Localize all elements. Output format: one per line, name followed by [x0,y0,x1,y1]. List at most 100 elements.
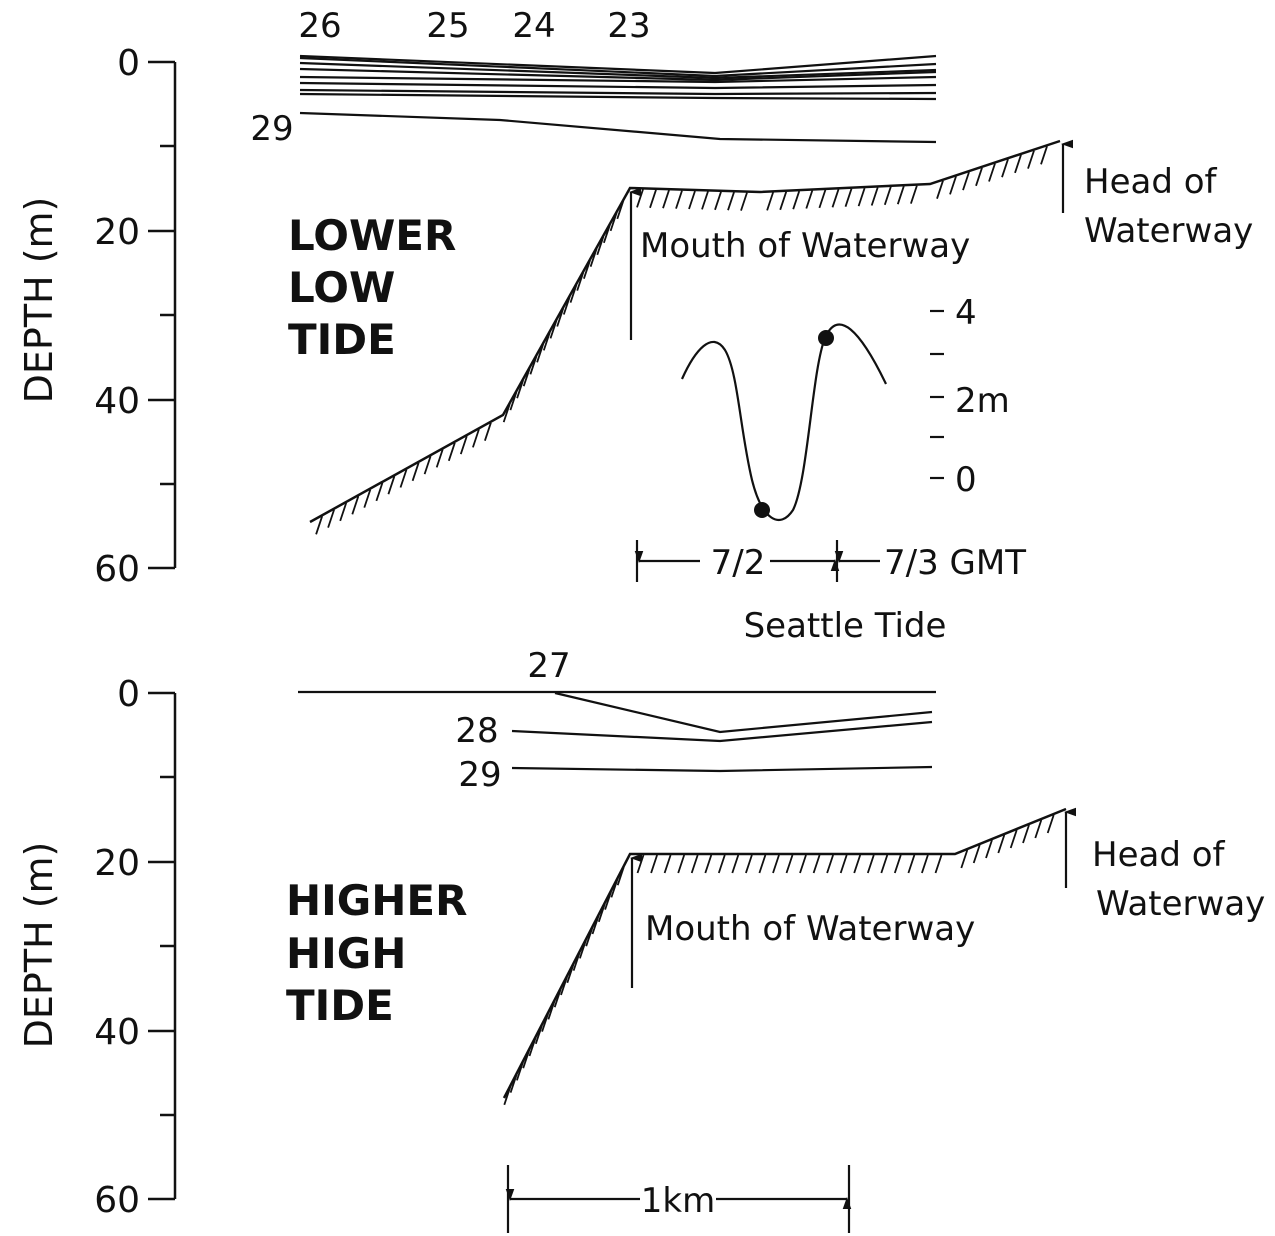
bottom-mouth-label: Mouth of Waterway [645,909,975,949]
bottom-hatch-mark-43 [972,844,981,864]
bottom-hatch-mark-21 [663,854,672,874]
bottom-isohaline-29 [511,765,933,773]
bottom-hatch-mark-3 [522,1049,531,1069]
top-hatch-mark-49 [857,187,866,207]
top-hatch-mark-3 [351,496,360,515]
bottom-hatch-mark-44 [985,839,993,859]
bottom-hatch-mark-9 [560,976,568,996]
bottom-hatch-mark-5 [534,1025,543,1045]
bottom-bottom-hatching [503,814,1055,1106]
bottom-hatch-mark-45 [997,834,1006,854]
bottom-hatch-mark-41 [934,854,943,874]
bottom-hatch-mark-36 [866,854,875,874]
top-hatch-mark-33 [636,189,644,208]
bottom-isohalines [298,690,936,773]
top-hatch-mark-37 [688,190,696,210]
bottom-hatch-mark-28 [758,854,767,874]
panel-higher-high-tide: 0 20 40 60 DEPTH (m) 27 28 29 HIGHER HIG… [17,646,1265,1233]
bottom-hatch-mark-11 [572,952,581,971]
top-isohaline-25 [299,56,937,78]
bottom-hatch-mark-32 [812,854,821,874]
bottom-ytick-label-60: 60 [94,1180,140,1221]
bottom-hatch-mark-46 [1009,829,1018,849]
top-hatch-mark-55 [949,176,957,195]
top-hatch-mark-42 [766,192,774,211]
top-hatch-mark-34 [649,189,657,209]
top-hatch-mark-60 [1014,154,1022,174]
top-hatch-mark-20 [536,344,544,363]
top-ytick-label-20: 20 [94,212,140,253]
top-hatch-mark-62 [1040,146,1048,165]
top-hatch-mark-39 [714,191,722,211]
top-iso-label-25: 25 [426,6,469,46]
top-ytick-label-40: 40 [94,381,140,422]
top-panel-label-line2: LOW [288,263,395,312]
bottom-hatch-mark-33 [826,854,834,874]
top-hatch-mark-19 [529,356,538,375]
top-isohaline-c [299,88,937,96]
panel-lower-low-tide: 0 20 40 60 DEPTH (m) 26 25 24 23 29 LOWE… [17,6,1253,590]
top-hatch-mark-5 [375,482,384,502]
bottom-hatch-mark-40 [921,854,929,874]
inset-seattle-tide: 4 2m 0 7/2 7/3 GMT Seattle Tide [637,293,1026,646]
bottom-hatch-mark-31 [799,854,807,874]
bottom-hatch-mark-13 [585,927,594,947]
tide-ytick-label-4: 4 [955,293,977,333]
bottom-hatch-mark-42 [960,849,969,869]
top-hatch-mark-14 [484,422,492,441]
top-iso-label-23: 23 [607,6,650,46]
top-iso-label-26: 26 [298,6,341,46]
bottom-head-label-line2: Waterway [1096,884,1265,924]
top-hatch-mark-24 [562,296,571,315]
top-hatch-mark-29 [596,236,605,256]
bottom-panel-label-line3: TIDE [286,981,394,1030]
top-hatch-mark-57 [975,167,983,187]
tide-scale-ticks [930,309,944,480]
bottom-hatch-mark-34 [839,854,848,874]
top-hatch-mark-31 [609,212,618,232]
bottom-hatch-mark-20 [650,854,658,874]
top-panel-label-line3: TIDE [288,315,396,364]
top-iso-label-24: 24 [512,6,555,46]
top-hatch-mark-54 [936,180,944,199]
top-bottom-profile [309,139,1061,524]
top-hatch-mark-40 [727,191,735,211]
top-isohaline-a [299,75,937,84]
top-hatch-mark-2 [339,502,348,522]
bottom-hatch-mark-1 [509,1074,518,1093]
bottom-panel-label-line1: HIGHER [286,876,467,925]
bottom-hatch-mark-35 [853,854,862,874]
top-isohaline-24 [299,61,937,80]
top-ytick-label-60: 60 [94,549,140,590]
top-mouth-label: Mouth of Waterway [640,226,970,266]
bottom-hatch-mark-8 [553,988,562,1008]
bottom-hatch-mark-25 [717,854,726,874]
bottom-panel-label-line2: HIGH [286,929,406,978]
bottom-hatch-mark-10 [566,964,575,984]
top-isohaline-29 [299,111,937,144]
top-hatch-mark-48 [844,188,853,207]
bottom-hatch-mark-16 [604,891,612,910]
bottom-hatch-mark-39 [907,854,916,874]
bottom-hatch-mark-18 [616,866,625,886]
bottom-hatch-mark-4 [528,1037,537,1057]
top-bottom-hatching [315,146,1048,535]
top-hatch-mark-35 [662,189,670,209]
top-isohaline-23 [299,67,937,82]
top-hatch-mark-15 [502,403,511,423]
bottom-hatch-mark-27 [745,854,753,874]
top-hatch-mark-50 [870,187,879,206]
top-hatch-mark-43 [779,191,788,211]
bottom-hatch-mark-0 [503,1086,512,1106]
bottom-iso-label-27: 27 [527,646,570,686]
top-hatch-mark-8 [411,462,420,482]
top-hatch-mark-28 [589,248,598,267]
top-hatch-mark-21 [542,332,551,351]
tide-point-low [754,502,770,518]
top-hatch-mark-32 [616,200,625,220]
top-y-axis-title: DEPTH (m) [17,197,61,404]
top-hatch-mark-9 [423,455,432,475]
bottom-iso-label-29: 29 [458,755,501,795]
bottom-hatch-mark-14 [591,915,600,935]
